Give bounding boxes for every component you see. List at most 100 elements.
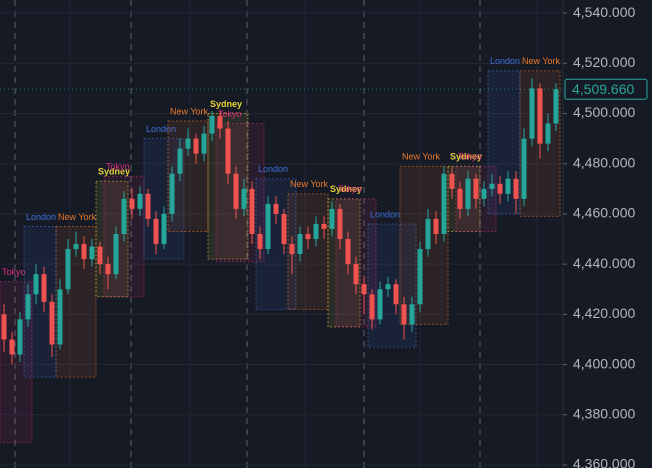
candle-body [345, 239, 351, 265]
candle-body [473, 178, 479, 199]
session-label: London [26, 212, 56, 222]
y-tick-label: 4,540.000 [573, 4, 635, 20]
candle-body [497, 183, 503, 194]
candle-body [9, 339, 15, 355]
session-label: Sydney [450, 152, 482, 162]
horizontal-grid [0, 12, 563, 466]
candle-body [481, 188, 487, 199]
candle-body [273, 203, 279, 214]
candle-body [457, 188, 463, 209]
candle-body [369, 294, 375, 320]
session-label: London [370, 209, 400, 219]
candle-body [81, 244, 87, 260]
candle-body [137, 193, 143, 209]
candle-body [449, 173, 455, 189]
candle-body [217, 115, 223, 129]
candle-body [465, 178, 471, 209]
candle-body [441, 173, 447, 234]
session-label: New York [290, 179, 329, 189]
session-label: New York [522, 56, 561, 66]
y-tick-label: 4,440.000 [573, 255, 635, 271]
candle-body [385, 284, 391, 290]
session-label: Sydney [210, 99, 242, 109]
candle-body [89, 246, 95, 260]
candle-body [537, 88, 543, 144]
session-label: New York [58, 212, 97, 222]
candle-body [289, 244, 295, 255]
candle-body [105, 264, 111, 275]
candle-body [257, 234, 263, 250]
candle-body [521, 138, 527, 199]
candle-body [489, 183, 495, 189]
candle-body [249, 188, 255, 234]
last-price-box [564, 78, 648, 100]
session-label: New York [170, 106, 209, 116]
candle-body [97, 246, 103, 265]
candle-body [265, 203, 271, 250]
candle-body [233, 173, 239, 209]
y-tick-label: 4,500.000 [573, 104, 635, 120]
session-label: Sydney [330, 184, 362, 194]
candle-body [129, 198, 135, 209]
y-tick-label: 4,360.000 [573, 456, 635, 468]
candle-body [185, 138, 191, 149]
session-label: London [490, 56, 520, 66]
session-label: London [146, 124, 176, 134]
candle-body [433, 218, 439, 234]
candle-body [209, 115, 215, 134]
candle-body [193, 138, 199, 154]
candle-body [417, 249, 423, 305]
candle-body [1, 314, 7, 340]
y-tick-label: 4,420.000 [573, 305, 635, 321]
candle-body [281, 213, 287, 245]
session-label: Tokyo [458, 152, 482, 162]
candle-body [329, 208, 335, 229]
candle-body [201, 133, 207, 154]
y-tick-label: 4,380.000 [573, 405, 635, 421]
candle-body [57, 289, 63, 345]
y-tick-label: 4,460.000 [573, 205, 635, 221]
candle-body [361, 284, 367, 295]
candle-body [73, 244, 79, 250]
candle-body [513, 178, 519, 199]
candle-body [241, 188, 247, 209]
session-box [287, 193, 329, 310]
vertical-grid [14, 0, 538, 468]
candle-body [313, 223, 319, 240]
candle-body [393, 284, 399, 305]
candle-body [41, 274, 47, 302]
candle-body [65, 249, 71, 290]
candle-body [425, 218, 431, 250]
session-label: Tokyo [2, 267, 26, 277]
last-price-label: 4,509.660 [572, 81, 634, 97]
candle-body [305, 234, 311, 240]
session-label: London [258, 164, 288, 174]
session-label: Sydney [98, 167, 130, 177]
candle-body [353, 264, 359, 285]
candle-body [113, 234, 119, 275]
candle-body [25, 294, 31, 320]
candle-body [225, 128, 231, 174]
session-label: Tokyo [218, 109, 242, 119]
candle-body [153, 218, 159, 245]
candle-body [553, 89, 559, 124]
session-label: Tokyo [106, 162, 130, 172]
candle-body [121, 198, 127, 234]
candle-body [529, 88, 535, 139]
candle-body [177, 148, 183, 174]
candle-body [297, 234, 303, 255]
candle-body [145, 193, 151, 219]
candle-body [337, 208, 343, 240]
candle-body [49, 301, 55, 345]
candle-body [321, 223, 327, 229]
candle-body [409, 304, 415, 325]
y-tick-label: 4,480.000 [573, 154, 635, 170]
session-label: New York [402, 152, 441, 162]
candle-body [505, 178, 511, 194]
session-label: Tokyo [338, 184, 362, 194]
candle-body [161, 213, 167, 245]
y-tick-label: 4,400.000 [573, 355, 635, 371]
session-box [367, 223, 417, 348]
